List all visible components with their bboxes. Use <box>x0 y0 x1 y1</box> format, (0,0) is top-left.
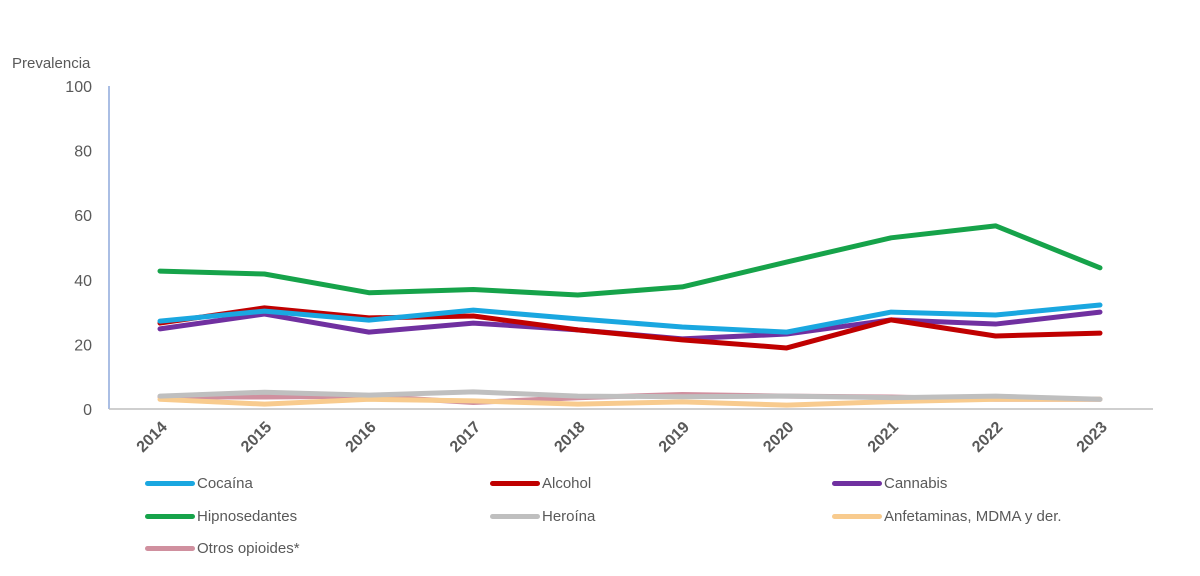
x-tick-label: 2019 <box>656 419 693 456</box>
y-axis-label: Prevalencia <box>12 55 91 72</box>
series-line-coca-na <box>157 302 1103 335</box>
legend-item: Cannabis <box>832 475 947 492</box>
y-tick-label: 40 <box>74 273 92 290</box>
x-tick-label: 2015 <box>238 419 275 456</box>
y-tick-label: 0 <box>83 402 92 419</box>
legend-swatch <box>145 514 195 519</box>
legend-item: Otros opioides* <box>145 540 300 557</box>
legend-swatch <box>490 514 540 519</box>
x-tick-label: 2017 <box>447 419 484 456</box>
series-line-alcohol <box>157 305 1103 351</box>
legend-swatch <box>145 481 195 486</box>
legend-item: Anfetaminas, MDMA y der. <box>832 508 1062 525</box>
x-tick-label: 2021 <box>865 419 902 456</box>
y-tick-label: 80 <box>74 144 92 161</box>
legend-label: Anfetaminas, MDMA y der. <box>884 508 1062 525</box>
series-line-hero-na <box>157 389 1103 402</box>
legend-swatch <box>490 481 540 486</box>
legend-swatch <box>145 546 195 551</box>
legend-item: Alcohol <box>490 475 591 492</box>
legend-item: Heroína <box>490 508 595 525</box>
legend-label: Heroína <box>542 508 596 525</box>
x-tick-label: 2020 <box>760 419 797 456</box>
legend-label: Hipnosedantes <box>197 508 298 525</box>
x-tick-label: 2018 <box>551 419 588 456</box>
legend-label: Otros opioides* <box>197 540 300 557</box>
legend-swatch <box>832 481 882 486</box>
y-tick-label: 20 <box>74 337 92 354</box>
legend-label: Cannabis <box>884 475 948 492</box>
x-tick-label: 2022 <box>969 419 1006 456</box>
series-line-anfetaminas-mdma-y-der- <box>157 396 1103 408</box>
legend-label: Cocaína <box>197 475 253 492</box>
legend-label: Alcohol <box>542 475 592 492</box>
legend-item: Cocaína <box>145 475 253 492</box>
series-line-hipnosedantes <box>157 223 1103 298</box>
x-tick-label: 2023 <box>1074 419 1111 456</box>
legend-swatch <box>832 514 882 519</box>
x-tick-label: 2016 <box>343 419 380 456</box>
y-tick-label: 60 <box>74 208 92 225</box>
legend-item: Hipnosedantes <box>145 508 297 525</box>
y-tick-label: 100 <box>65 79 92 96</box>
x-tick-label: 2014 <box>134 419 171 456</box>
